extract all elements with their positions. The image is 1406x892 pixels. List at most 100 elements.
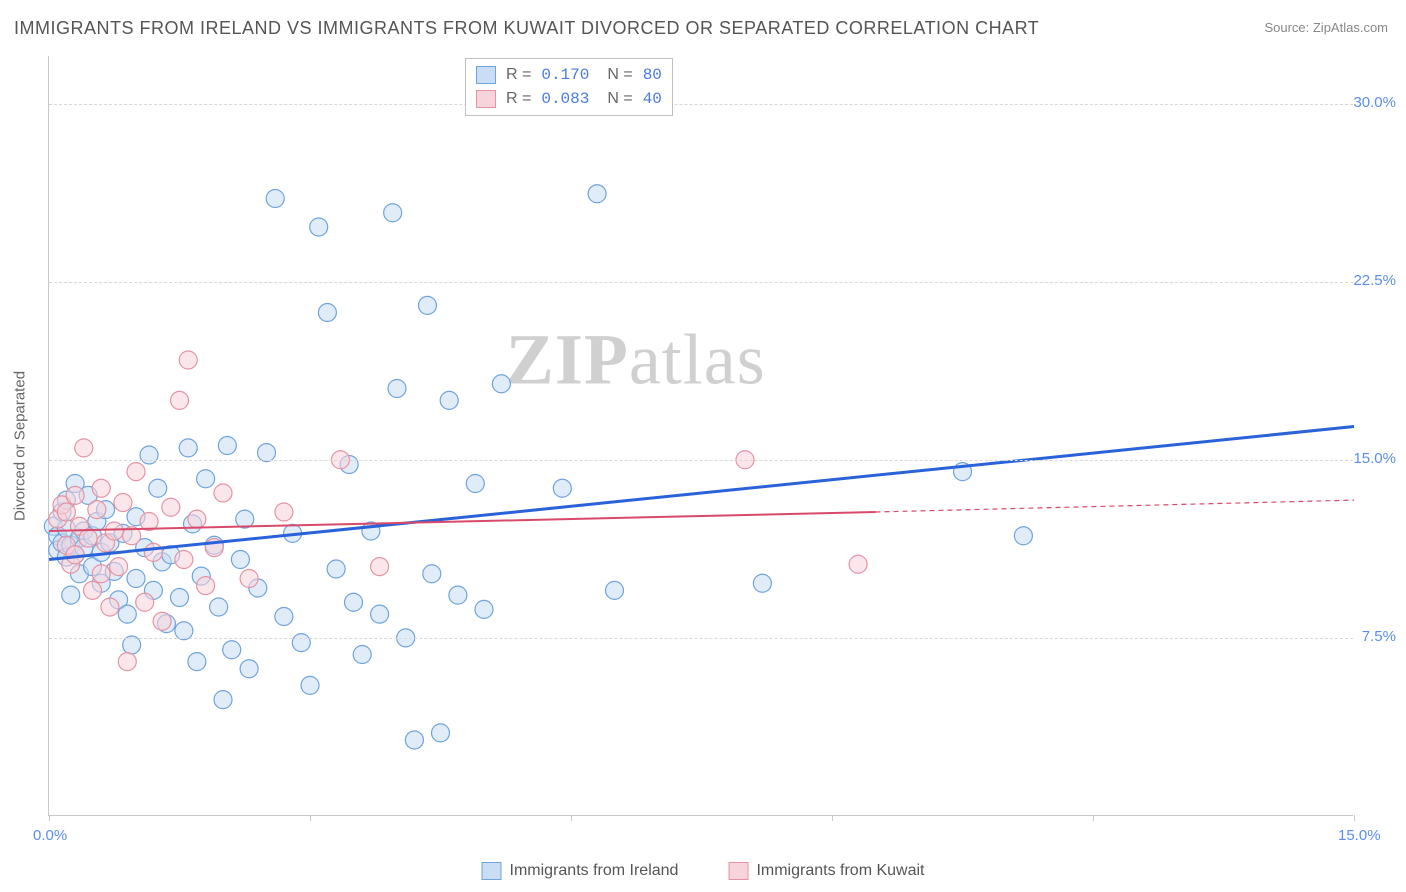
scatter-point-kuwait <box>371 558 389 576</box>
legend-swatch <box>728 862 748 880</box>
scatter-point-ireland <box>223 641 241 659</box>
scatter-point-ireland <box>606 581 624 599</box>
series-legend: Immigrants from Ireland Immigrants from K… <box>482 862 925 880</box>
scatter-point-ireland <box>179 439 197 457</box>
legend-item: Immigrants from Kuwait <box>728 862 924 880</box>
scatter-point-ireland <box>423 565 441 583</box>
scatter-point-kuwait <box>110 558 128 576</box>
r-value: 0.083 <box>541 90 589 108</box>
scatter-point-ireland <box>475 600 493 618</box>
scatter-point-kuwait <box>849 555 867 573</box>
correlation-legend: R = 0.170 N = 80 R = 0.083 N = 40 <box>465 58 673 116</box>
scatter-point-kuwait <box>75 439 93 457</box>
trendline-ireland <box>49 427 1354 560</box>
scatter-point-kuwait <box>162 498 180 516</box>
x-tick-mark <box>310 815 311 821</box>
scatter-point-ireland <box>188 653 206 671</box>
scatter-point-ireland <box>553 479 571 497</box>
scatter-point-ireland <box>140 446 158 464</box>
n-label: N = <box>607 90 632 108</box>
scatter-point-ireland <box>466 475 484 493</box>
x-tick-mark <box>1354 815 1355 821</box>
legend-swatch <box>476 90 496 108</box>
scatter-svg <box>49 56 1353 815</box>
scatter-point-kuwait <box>153 612 171 630</box>
scatter-point-ireland <box>405 731 423 749</box>
x-tick-mark <box>1093 815 1094 821</box>
plot-area: ZIPatlas <box>48 56 1353 816</box>
scatter-point-ireland <box>432 724 450 742</box>
scatter-point-kuwait <box>114 494 132 512</box>
trendline-dashed-kuwait <box>876 500 1355 512</box>
scatter-point-ireland <box>210 598 228 616</box>
scatter-point-kuwait <box>127 463 145 481</box>
scatter-point-kuwait <box>118 653 136 671</box>
scatter-point-kuwait <box>105 522 123 540</box>
gridline <box>49 460 1353 461</box>
scatter-point-kuwait <box>66 486 84 504</box>
gridline <box>49 638 1353 639</box>
n-value: 80 <box>643 66 662 84</box>
scatter-point-ireland <box>388 380 406 398</box>
scatter-point-kuwait <box>197 577 215 595</box>
y-tick-label: 22.5% <box>1353 272 1396 289</box>
scatter-point-kuwait <box>144 543 162 561</box>
y-tick-label: 7.5% <box>1362 628 1396 645</box>
scatter-point-ireland <box>214 691 232 709</box>
n-value: 40 <box>643 90 662 108</box>
r-label: R = <box>506 66 531 84</box>
scatter-point-kuwait <box>92 479 110 497</box>
scatter-point-ireland <box>753 574 771 592</box>
scatter-point-kuwait <box>136 593 154 611</box>
scatter-point-ireland <box>318 304 336 322</box>
r-label: R = <box>506 90 531 108</box>
scatter-point-ireland <box>149 479 167 497</box>
x-tick-label: 0.0% <box>33 827 67 844</box>
scatter-point-kuwait <box>240 570 258 588</box>
r-value: 0.170 <box>541 66 589 84</box>
gridline <box>49 104 1353 105</box>
scatter-point-kuwait <box>171 391 189 409</box>
x-tick-mark <box>571 815 572 821</box>
chart-title: IMMIGRANTS FROM IRELAND VS IMMIGRANTS FR… <box>14 18 1039 39</box>
scatter-point-ireland <box>418 296 436 314</box>
chart-container: IMMIGRANTS FROM IRELAND VS IMMIGRANTS FR… <box>0 0 1406 892</box>
scatter-point-kuwait <box>84 581 102 599</box>
scatter-point-ireland <box>440 391 458 409</box>
legend-swatch <box>476 66 496 84</box>
legend-stat-row: R = 0.083 N = 40 <box>476 87 662 111</box>
scatter-point-ireland <box>310 218 328 236</box>
source-label: Source: ZipAtlas.com <box>1264 20 1388 35</box>
x-tick-label: 15.0% <box>1338 827 1381 844</box>
y-tick-label: 30.0% <box>1353 94 1396 111</box>
scatter-point-ireland <box>1014 527 1032 545</box>
scatter-point-ireland <box>231 551 249 569</box>
scatter-point-kuwait <box>57 503 75 521</box>
scatter-point-ireland <box>327 560 345 578</box>
scatter-point-kuwait <box>79 529 97 547</box>
scatter-point-ireland <box>353 646 371 664</box>
scatter-point-kuwait <box>214 484 232 502</box>
scatter-point-ireland <box>118 605 136 623</box>
x-tick-mark <box>832 815 833 821</box>
legend-label: Immigrants from Kuwait <box>756 862 924 880</box>
legend-item: Immigrants from Ireland <box>482 862 679 880</box>
scatter-point-kuwait <box>175 551 193 569</box>
scatter-point-kuwait <box>275 503 293 521</box>
n-label: N = <box>607 66 632 84</box>
scatter-point-ireland <box>62 586 80 604</box>
scatter-point-ireland <box>449 586 467 604</box>
x-tick-mark <box>49 815 50 821</box>
scatter-point-ireland <box>588 185 606 203</box>
scatter-point-ireland <box>171 589 189 607</box>
scatter-point-ireland <box>266 190 284 208</box>
scatter-point-ireland <box>345 593 363 611</box>
legend-stat-row: R = 0.170 N = 80 <box>476 63 662 87</box>
scatter-point-ireland <box>371 605 389 623</box>
scatter-point-kuwait <box>188 510 206 528</box>
scatter-point-kuwait <box>92 565 110 583</box>
scatter-point-kuwait <box>88 501 106 519</box>
y-tick-label: 15.0% <box>1353 450 1396 467</box>
legend-swatch <box>482 862 502 880</box>
scatter-point-ireland <box>275 608 293 626</box>
